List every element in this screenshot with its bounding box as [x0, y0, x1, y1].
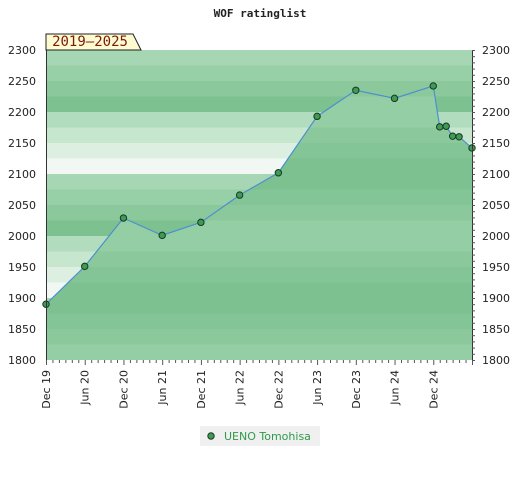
x-tick-label: Jun 21 [156, 370, 169, 406]
data-point [119, 214, 128, 222]
data-point [158, 231, 166, 240]
y-tick-label-left: 2050 [8, 199, 36, 212]
y-tick-label-right: 1950 [482, 261, 510, 274]
y-tick-label-right: 2250 [482, 75, 510, 88]
y-tick-label-left: 1900 [8, 292, 36, 305]
area-band [46, 251, 472, 267]
y-tick-label-left: 2000 [8, 230, 36, 243]
rating-line [45, 85, 473, 305]
y-tick-label-right: 2100 [482, 168, 510, 181]
x-tick-label: Dec 19 [40, 370, 53, 409]
data-point [390, 94, 399, 103]
x-tick-label: Dec 23 [350, 370, 363, 409]
y-tick-label-left: 1950 [8, 261, 36, 274]
data-point [197, 218, 205, 227]
legend-background [200, 426, 320, 446]
period-badge-label: 2019–2025 [52, 34, 128, 50]
y-tick-label-right: 1800 [482, 354, 510, 367]
x-axis-labels: Dec 19 Jun 20 Dec 20 Jun 21 Dec 21 Jun 22 Dec … [40, 370, 440, 409]
legend: UENO Tomohisa [200, 426, 320, 446]
y-axis-left-labels: 1800 1850 1900 1950 2000 2050 2100 2150 2200 2250… [8, 44, 36, 367]
data-point [81, 262, 89, 271]
period-badge-shape [45, 33, 142, 51]
y-tick-label-right: 1900 [482, 292, 510, 305]
y-tick-label-right: 2000 [482, 230, 510, 243]
data-markers [42, 82, 476, 308]
background-band [46, 65, 472, 81]
y-tick-label-left: 2100 [8, 168, 36, 181]
x-tick-label: Jun 24 [389, 370, 402, 406]
area-band [46, 329, 472, 345]
y-tick-label-left: 2250 [8, 75, 36, 88]
data-point [313, 112, 321, 121]
x-tick-label: Jun 22 [234, 370, 247, 406]
area-band [46, 298, 472, 314]
y-tick-label-right: 2300 [482, 44, 510, 57]
data-point [448, 132, 457, 140]
y-tick-label-right: 1850 [482, 323, 510, 336]
legend-marker [207, 432, 215, 440]
area-band [46, 313, 472, 329]
y-tick-label-left: 2300 [8, 44, 36, 57]
chart-title: WOF ratinglist [214, 7, 307, 20]
area-band [46, 344, 472, 360]
y-tick-label-left: 2150 [8, 137, 36, 150]
x-tick-label: Jun 20 [79, 370, 92, 406]
area-band [46, 282, 472, 298]
axes [46, 50, 475, 365]
period-badge: 2019–2025 [45, 33, 142, 51]
legend-series-name: UENO Tomohisa [224, 430, 311, 443]
area-band [46, 267, 472, 283]
y-tick-label-left: 1800 [8, 354, 36, 367]
x-tick-label: Dec 21 [195, 370, 208, 409]
x-tick-label: Jun 23 [311, 370, 324, 406]
data-point [436, 123, 444, 131]
data-point [429, 82, 437, 90]
y-tick-label-left: 2200 [8, 106, 36, 119]
background-band [46, 50, 472, 66]
data-point [235, 191, 244, 199]
data-point [442, 122, 450, 130]
y-tick-label-right: 2150 [482, 137, 510, 150]
data-point [274, 169, 283, 177]
y-tick-label-right: 2050 [482, 199, 510, 212]
x-tick-label: Dec 22 [272, 370, 285, 409]
x-tick-label: Dec 24 [427, 370, 440, 409]
y-tick-label-right: 2200 [482, 106, 510, 119]
y-tick-label-left: 1850 [8, 323, 36, 336]
y-axis-right-labels: 1800 1850 1900 1950 2000 2050 2100 2150 2200 2250… [482, 44, 510, 367]
area-band [46, 236, 472, 252]
data-point [352, 86, 360, 95]
data-point [455, 133, 463, 141]
x-tick-label: Dec 20 [117, 370, 130, 409]
